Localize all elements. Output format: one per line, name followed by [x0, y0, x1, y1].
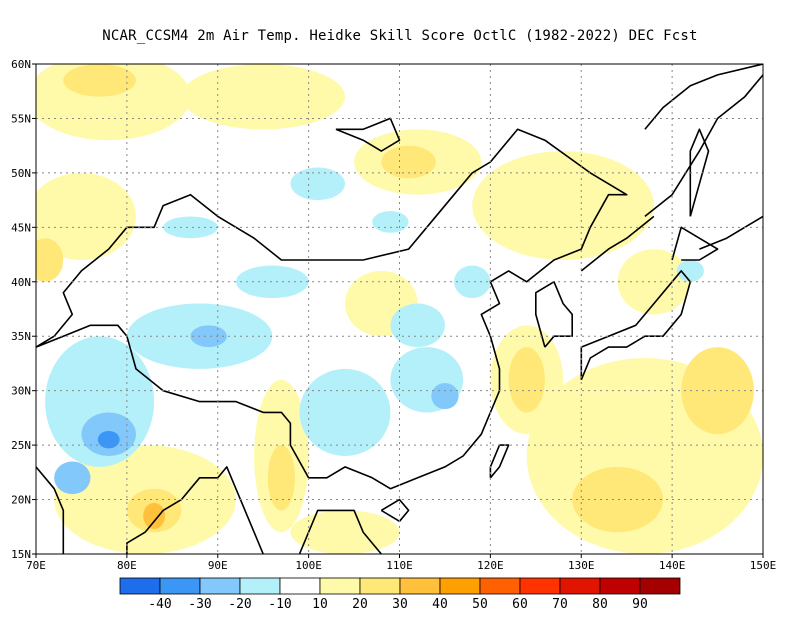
colorbar-label: 20 [352, 597, 368, 612]
y-tick-label: 35N [11, 330, 31, 343]
score-region-30 [235, 265, 309, 299]
x-tick-label: 90E [208, 559, 228, 572]
latitude-axis: 15N 20N 25N 30N 35N 40N 45N 50N 55N 60N [11, 58, 36, 561]
colorbar-swatch-12 [599, 577, 641, 595]
colorbar-swatch-10 [519, 577, 561, 595]
coastline-2 [126, 466, 264, 554]
coastline-8 [489, 444, 510, 479]
x-tick-label: 80E [117, 559, 137, 572]
coastline-12 [644, 74, 763, 218]
y-tick-label: 15N [11, 548, 31, 561]
score-region-5 [36, 172, 136, 260]
score-region-33 [290, 167, 345, 201]
x-tick-label: 120E [477, 559, 504, 572]
y-tick-label: 55N [11, 112, 31, 125]
colorbar-swatch-11 [559, 577, 601, 595]
colorbar-swatch-1 [159, 577, 201, 595]
colorbar-label: 40 [432, 597, 448, 612]
colorbar-label: 50 [472, 597, 488, 612]
x-tick-label: 70E [26, 559, 46, 572]
score-region-36 [676, 260, 704, 282]
y-tick-label: 40N [11, 276, 31, 289]
longitude-axis: 70E 80E 90E 100E 110E 120E 130E 140E 150E [26, 554, 776, 572]
coastline-14 [699, 215, 763, 250]
score-region-32 [163, 216, 218, 239]
colorbar-label: 70 [552, 597, 568, 612]
score-region-35 [454, 265, 491, 299]
score-region-16 [143, 502, 166, 529]
colorbar-swatch-3 [239, 577, 281, 595]
colorbar-swatch-6 [359, 577, 401, 595]
y-tick-label: 25N [11, 439, 31, 452]
colorbar-swatch-0 [119, 577, 161, 595]
coastline-1 [36, 466, 65, 554]
score-region-31 [390, 303, 445, 348]
score-region-6 [36, 238, 64, 282]
colorbar-swatch-5 [319, 577, 361, 595]
map-title: NCAR_CCSM4 2m Air Temp. Heidke Skill Sco… [102, 28, 698, 44]
y-tick-label: 50N [11, 167, 31, 180]
coastline-0 [36, 128, 628, 490]
score-region-10 [508, 347, 545, 413]
score-region-1 [181, 64, 345, 130]
x-tick-label: 100E [295, 559, 322, 572]
colorbar: -40 -30 -20 -10 10 20 30 40 50 60 70 80 90 [119, 577, 681, 612]
lat-lon-grid [36, 64, 763, 554]
score-region-34 [372, 211, 409, 233]
score-shading [36, 64, 763, 554]
colorbar-label: -40 [148, 597, 171, 612]
colorbar-swatch-13 [639, 577, 681, 595]
x-tick-label: 110E [386, 559, 413, 572]
y-tick-label: 45N [11, 221, 31, 234]
coastline-9 [380, 498, 410, 523]
score-region-12 [681, 347, 754, 435]
x-tick-label: 150E [750, 559, 777, 572]
x-tick-label: 130E [568, 559, 595, 572]
colorbar-swatch-8 [439, 577, 481, 595]
coastline-11 [644, 64, 763, 130]
colorbar-swatch-9 [479, 577, 521, 595]
y-tick-label: 60N [11, 58, 31, 71]
colorbar-label: 80 [592, 597, 608, 612]
score-region-4 [381, 145, 436, 179]
colorbar-label: -20 [228, 597, 251, 612]
coastline-6 [671, 226, 719, 261]
coastline-7 [689, 128, 710, 217]
x-tick-label: 140E [659, 559, 686, 572]
score-region-23 [97, 430, 120, 449]
coastline-4 [535, 281, 573, 348]
y-tick-label: 30N [11, 385, 31, 398]
score-region-13 [572, 466, 664, 533]
y-tick-label: 20N [11, 494, 31, 507]
score-region-26 [190, 325, 227, 348]
score-region-2 [63, 64, 136, 97]
score-region-24 [54, 461, 91, 495]
score-region-27 [299, 368, 391, 457]
colorbar-label: 10 [312, 597, 328, 612]
coastline-13 [580, 215, 655, 272]
score-region-18 [267, 445, 295, 511]
score-region-19 [290, 510, 400, 554]
score-region-29 [431, 383, 459, 410]
coastline-10 [335, 117, 401, 152]
colorbar-label: 30 [392, 597, 408, 612]
colorbar-swatch-4 [279, 577, 321, 595]
coastlines [36, 64, 763, 554]
colorbar-label: -30 [188, 597, 211, 612]
score-region-7 [472, 151, 654, 260]
colorbar-label: 60 [512, 597, 528, 612]
colorbar-swatch-7 [399, 577, 441, 595]
colorbar-label: 90 [632, 597, 648, 612]
colorbar-swatch-2 [199, 577, 241, 595]
colorbar-label: -10 [268, 597, 291, 612]
